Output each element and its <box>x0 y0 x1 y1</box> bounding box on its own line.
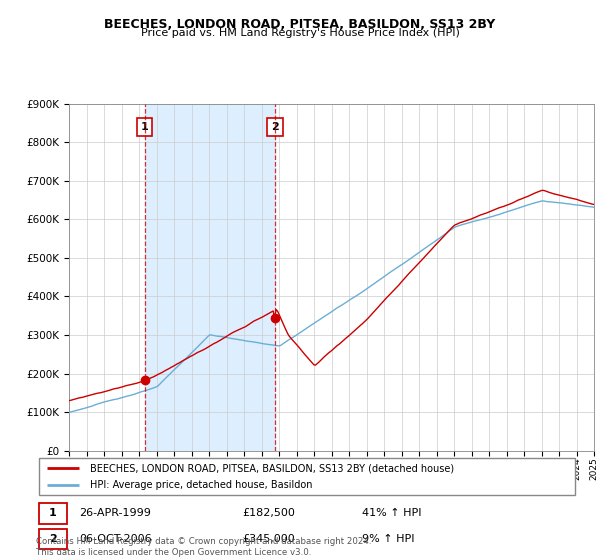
FancyBboxPatch shape <box>39 503 67 524</box>
FancyBboxPatch shape <box>39 458 575 495</box>
Text: HPI: Average price, detached house, Basildon: HPI: Average price, detached house, Basi… <box>91 480 313 490</box>
Text: 1: 1 <box>141 122 148 132</box>
Text: BEECHES, LONDON ROAD, PITSEA, BASILDON, SS13 2BY (detached house): BEECHES, LONDON ROAD, PITSEA, BASILDON, … <box>91 463 454 473</box>
Text: Contains HM Land Registry data © Crown copyright and database right 2024.
This d: Contains HM Land Registry data © Crown c… <box>36 537 371 557</box>
Text: £182,500: £182,500 <box>242 508 295 519</box>
Bar <box>145 104 275 451</box>
Text: £345,000: £345,000 <box>242 534 295 544</box>
Text: 26-APR-1999: 26-APR-1999 <box>79 508 151 519</box>
Text: 2: 2 <box>271 122 279 132</box>
Text: 06-OCT-2006: 06-OCT-2006 <box>79 534 152 544</box>
Text: Price paid vs. HM Land Registry's House Price Index (HPI): Price paid vs. HM Land Registry's House … <box>140 28 460 38</box>
Text: 9% ↑ HPI: 9% ↑ HPI <box>362 534 415 544</box>
Text: 2: 2 <box>49 534 57 544</box>
Text: 41% ↑ HPI: 41% ↑ HPI <box>362 508 421 519</box>
FancyBboxPatch shape <box>39 529 67 549</box>
Text: 1: 1 <box>49 508 57 519</box>
Text: BEECHES, LONDON ROAD, PITSEA, BASILDON, SS13 2BY: BEECHES, LONDON ROAD, PITSEA, BASILDON, … <box>104 18 496 31</box>
